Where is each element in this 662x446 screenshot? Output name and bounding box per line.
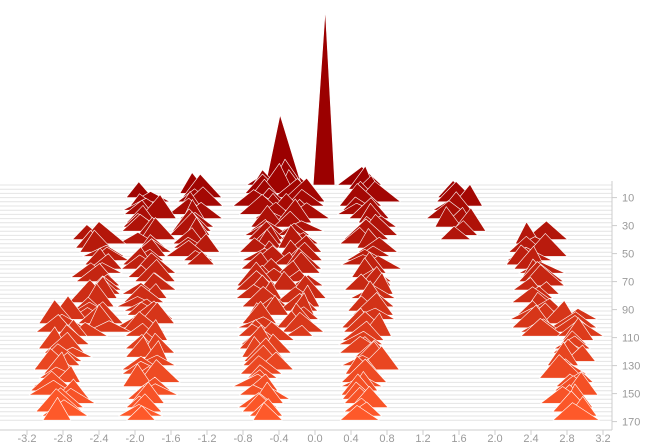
- x-tick-label: -2.4: [90, 433, 109, 445]
- y-tick-label: 150: [622, 389, 640, 401]
- x-tick-label: -1.6: [162, 433, 181, 445]
- y-tick-label: 10: [622, 193, 634, 205]
- x-tick-label: -2.8: [54, 433, 73, 445]
- ridges-layer: [28, 9, 604, 421]
- x-tick-label: 0.4: [343, 433, 358, 445]
- x-tick-label: -1.2: [198, 433, 217, 445]
- ridge-peak: [539, 354, 584, 379]
- y-tick-label: 70: [622, 277, 634, 289]
- ridge-peak: [270, 271, 301, 291]
- x-tick-label: -0.4: [270, 433, 289, 445]
- ridge-peak: [520, 318, 564, 337]
- x-axis: -3.2 -2.8 -2.4 -2.0 -1.6 -1.2 -0.8 -0.4 0.0 0.4 0.…: [0, 429, 612, 445]
- ridge-peak: [434, 206, 462, 228]
- ridge-peak: [439, 225, 472, 240]
- x-tick-label: -2.0: [126, 433, 145, 445]
- ridge-peak: [512, 277, 542, 291]
- x-tick-label: -0.8: [234, 433, 253, 445]
- ridge-peak: [260, 295, 289, 316]
- ridge-peak: [42, 397, 72, 421]
- x-tick-label: 2.4: [523, 433, 538, 445]
- y-tick-label: 130: [622, 361, 640, 373]
- ridge-peak: [552, 402, 600, 421]
- y-tick-label: 110: [622, 333, 640, 345]
- ridge-peak: [122, 363, 154, 387]
- x-tick-label: -3.2: [18, 433, 37, 445]
- y-tick-label: 170: [622, 417, 640, 429]
- ridge-peak: [252, 402, 283, 421]
- x-tick-label: 2.8: [559, 433, 574, 445]
- y-axis: 10 30 50 70 90 110 130 150 170: [611, 181, 640, 430]
- y-tick-label: 50: [622, 249, 634, 261]
- x-tick-label: 0.0: [307, 433, 322, 445]
- ridge-peak: [186, 251, 215, 266]
- ridge-peak: [126, 405, 156, 421]
- ridge-peak: [54, 365, 81, 383]
- x-tick-label: 1.6: [451, 433, 466, 445]
- x-tick-label: 0.8: [379, 433, 394, 445]
- y-tick-label: 30: [622, 221, 634, 233]
- x-tick-label: 1.2: [415, 433, 430, 445]
- x-tick-label: 2.0: [487, 433, 502, 445]
- x-tick-label: 3.2: [595, 433, 610, 445]
- ridge-peak: [285, 325, 314, 337]
- ridge-peak: [339, 405, 380, 421]
- ridge-peak: [85, 320, 132, 333]
- ridge-peak: [312, 9, 336, 186]
- ridge-peak: [140, 217, 176, 240]
- y-tick-label: 90: [622, 305, 634, 317]
